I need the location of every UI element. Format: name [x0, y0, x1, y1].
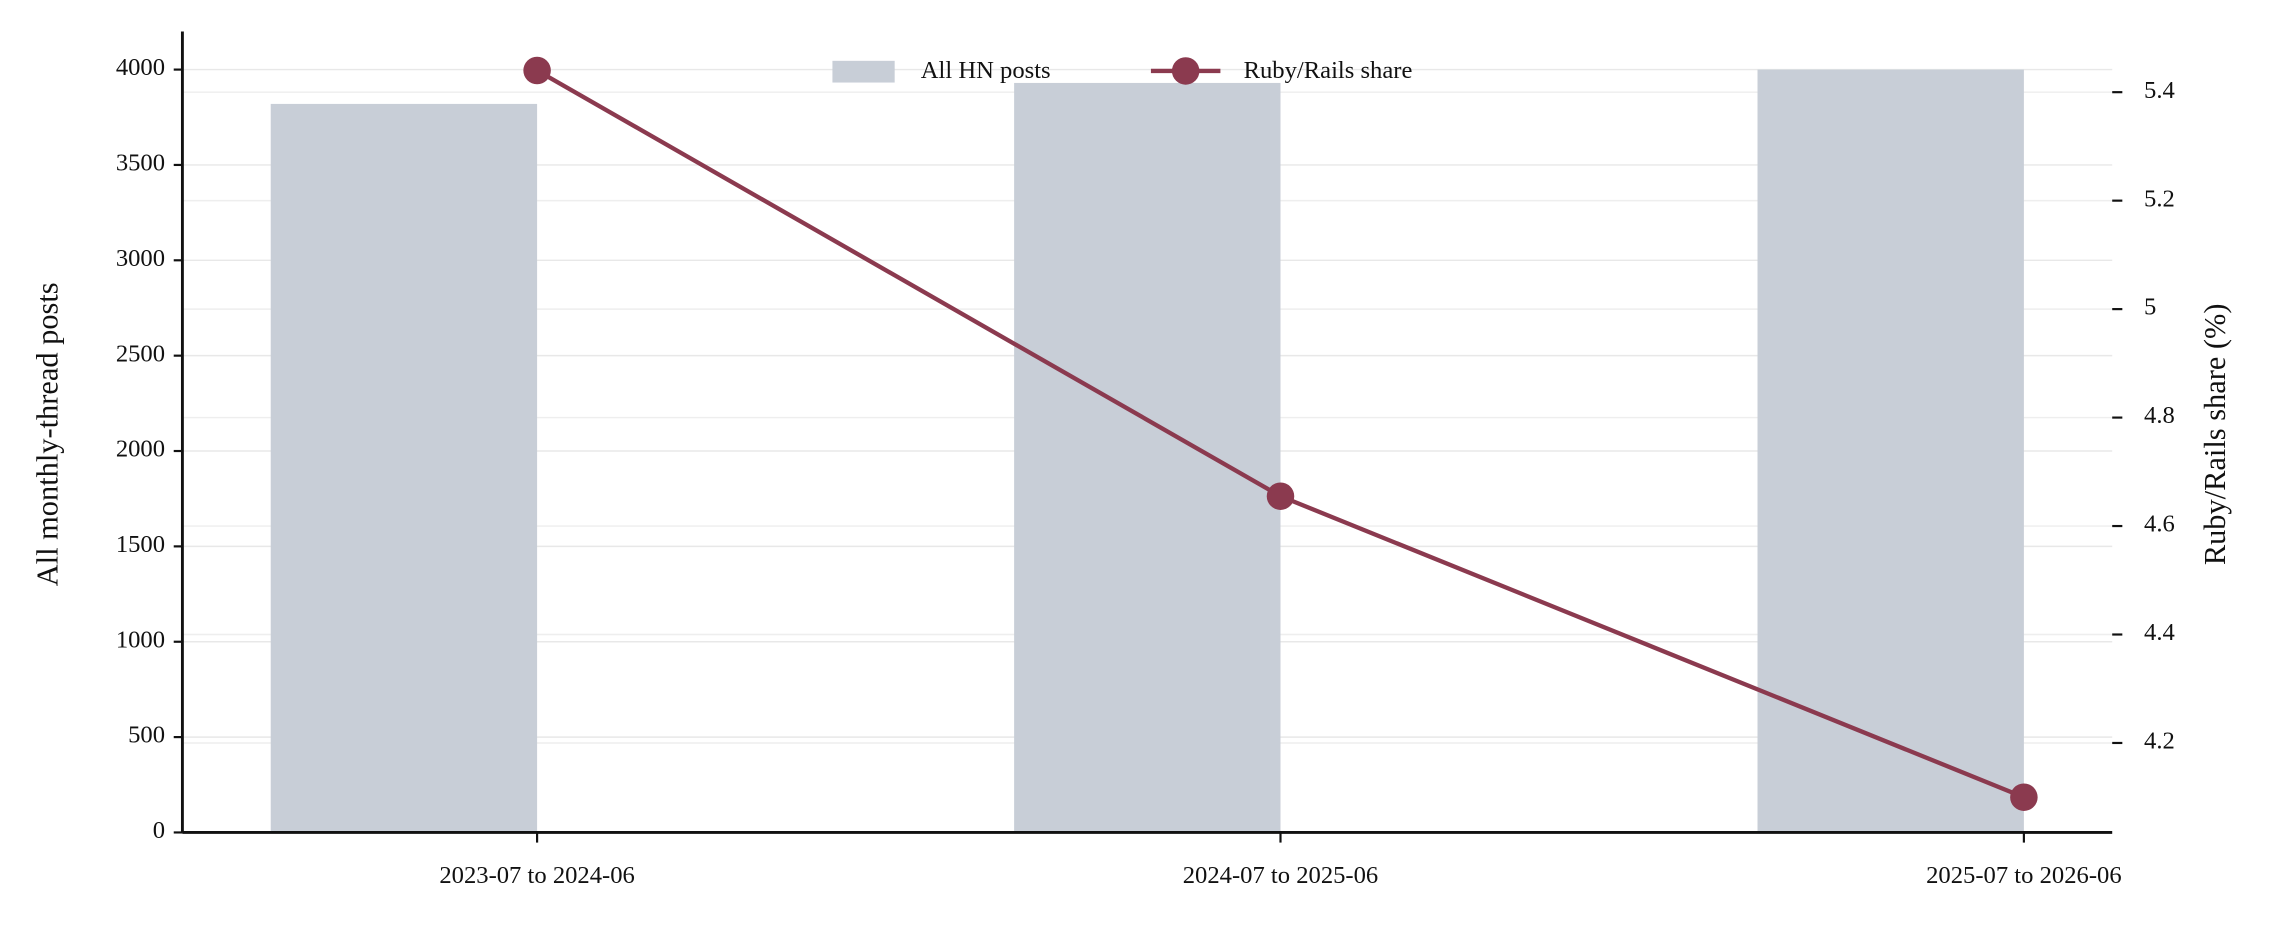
y-tick-label: 1500 — [116, 531, 165, 558]
y2-tick-label: 4.6 — [2144, 511, 2175, 538]
y2-tick-label: 5 — [2144, 294, 2156, 321]
y2-tick-label: 5.2 — [2144, 185, 2175, 212]
marker — [1266, 482, 1295, 510]
y-tick-label: 2000 — [116, 436, 165, 463]
y2-tick-label: 4.8 — [2144, 402, 2175, 429]
y2-tick-label: 5.4 — [2144, 77, 2175, 104]
bar — [270, 103, 538, 833]
y-tick-label: 3000 — [116, 245, 165, 272]
bar — [1757, 69, 2024, 833]
y-tick-label: 500 — [128, 722, 165, 749]
legend-label: All HN posts — [921, 57, 1051, 84]
y2-tick-label: 4.2 — [2144, 728, 2175, 755]
x-tick-label: 2025-07 to 2026-06 — [1926, 862, 2122, 889]
legend-marker — [1171, 57, 1200, 85]
y-axis-label: All monthly-thread posts — [31, 282, 65, 586]
marker — [523, 56, 551, 85]
legend-swatch — [832, 60, 895, 83]
bar — [1014, 82, 1281, 833]
y-tick-label: 2500 — [116, 340, 165, 367]
x-tick-label: 2023-07 to 2024-06 — [439, 862, 635, 889]
y-tick-label: 1000 — [116, 626, 165, 653]
y-tick-label: 4000 — [116, 54, 165, 81]
y-tick-label: 0 — [153, 817, 165, 844]
y2-axis-label: Ruby/Rails share (%) — [2198, 304, 2232, 566]
legend-label: Ruby/Rails share — [1244, 57, 1413, 84]
marker — [2010, 783, 2038, 811]
y2-tick-label: 4.4 — [2144, 619, 2175, 646]
y-tick-label: 3500 — [116, 150, 165, 177]
x-tick-label: 2024-07 to 2025-06 — [1183, 862, 1379, 889]
